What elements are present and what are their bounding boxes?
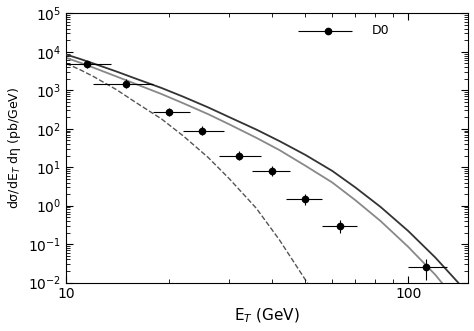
X-axis label: E$_T$ (GeV): E$_T$ (GeV) [235,307,300,325]
Text: D0: D0 [372,24,390,37]
Y-axis label: dσ/dE$_T$ dη (pb/GeV): dσ/dE$_T$ dη (pb/GeV) [6,87,23,209]
